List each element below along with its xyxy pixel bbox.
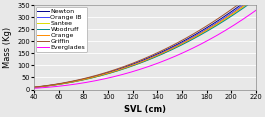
Everglades — [33, 88, 36, 89]
Newton — [139, 60, 142, 62]
Woodruff — [33, 87, 36, 88]
Santee — [139, 62, 142, 63]
Orange — [139, 61, 142, 63]
Santee — [249, 1, 252, 3]
Orange IB — [153, 56, 156, 57]
Newton — [138, 61, 141, 62]
Santee — [33, 87, 36, 88]
Line: Newton: Newton — [34, 0, 256, 87]
Newton — [33, 87, 36, 88]
Everglades — [165, 59, 168, 61]
Everglades — [139, 68, 142, 70]
Griffin — [153, 54, 156, 55]
Orange — [138, 62, 141, 63]
Line: Santee: Santee — [34, 0, 256, 87]
Orange IB — [214, 23, 218, 24]
Orange IB — [165, 50, 168, 52]
Santee — [153, 57, 156, 58]
Orange IB — [139, 61, 142, 62]
Griffin — [33, 86, 36, 88]
Line: Everglades: Everglades — [34, 10, 256, 88]
Woodruff — [153, 57, 156, 58]
Everglades — [153, 64, 156, 65]
Griffin — [138, 60, 141, 61]
Santee — [138, 62, 141, 64]
Orange — [33, 87, 36, 88]
Woodruff — [214, 25, 218, 27]
Everglades — [249, 13, 252, 15]
Griffin — [139, 59, 142, 61]
Woodruff — [165, 52, 168, 53]
Newton — [165, 49, 168, 51]
Santee — [165, 51, 168, 53]
Everglades — [214, 35, 218, 37]
Woodruff — [138, 63, 141, 64]
Newton — [214, 21, 218, 23]
Woodruff — [139, 62, 142, 64]
Orange IB — [138, 62, 141, 63]
Line: Orange IB: Orange IB — [34, 0, 256, 87]
Line: Woodruff: Woodruff — [34, 0, 256, 87]
Line: Orange: Orange — [34, 0, 256, 87]
Line: Griffin: Griffin — [34, 0, 256, 87]
Everglades — [138, 69, 141, 70]
Woodruff — [249, 2, 252, 4]
Orange — [214, 24, 218, 25]
Orange — [249, 0, 252, 2]
Everglades — [254, 10, 257, 11]
Legend: Newton, Orange IB, Santee, Woodruff, Orange, Griffin, Everglades: Newton, Orange IB, Santee, Woodruff, Ora… — [36, 7, 87, 52]
Newton — [153, 55, 156, 56]
Santee — [214, 25, 218, 26]
Orange IB — [33, 87, 36, 88]
X-axis label: SVL (cm): SVL (cm) — [124, 105, 166, 114]
Orange — [165, 51, 168, 52]
Griffin — [214, 19, 218, 21]
Orange — [153, 56, 156, 57]
Y-axis label: Mass (Kg): Mass (Kg) — [3, 27, 12, 68]
Griffin — [165, 48, 168, 49]
